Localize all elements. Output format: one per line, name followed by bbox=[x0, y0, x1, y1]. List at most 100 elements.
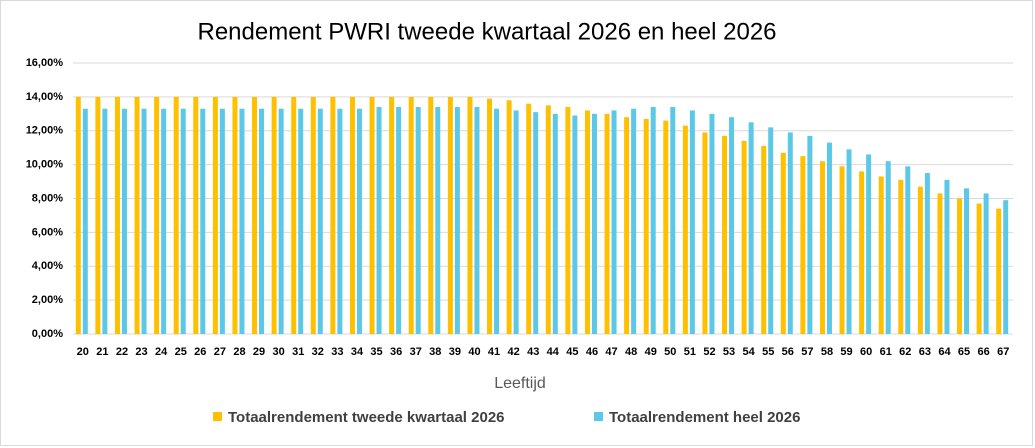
x-tick-label: 65 bbox=[958, 346, 970, 358]
bar bbox=[82, 108, 88, 334]
bar bbox=[663, 120, 669, 335]
bar bbox=[114, 96, 120, 334]
x-tick-label: 62 bbox=[899, 346, 911, 358]
y-tick-label: 4,00% bbox=[32, 260, 63, 272]
bar bbox=[494, 108, 500, 334]
bar bbox=[748, 122, 754, 334]
x-tick-label: 30 bbox=[273, 346, 285, 358]
bar bbox=[917, 186, 923, 334]
bar bbox=[983, 193, 989, 334]
bar bbox=[826, 142, 832, 334]
bar bbox=[161, 108, 167, 334]
bar bbox=[415, 107, 421, 334]
bar bbox=[389, 96, 395, 334]
x-tick-label: 32 bbox=[312, 346, 324, 358]
bar bbox=[533, 112, 539, 335]
bar bbox=[787, 132, 793, 334]
x-tick-label: 27 bbox=[214, 346, 226, 358]
x-tick-label: 60 bbox=[860, 346, 872, 358]
bar bbox=[154, 96, 160, 334]
bar bbox=[239, 108, 245, 334]
bar bbox=[121, 108, 127, 334]
x-tick-label: 43 bbox=[527, 346, 539, 358]
x-tick-label: 64 bbox=[938, 346, 951, 358]
bar bbox=[259, 108, 265, 334]
legend-swatch bbox=[213, 412, 222, 421]
bar bbox=[643, 118, 649, 334]
x-tick-label: 23 bbox=[135, 346, 147, 358]
bar bbox=[624, 117, 630, 334]
bar bbox=[729, 117, 735, 334]
bar bbox=[545, 105, 551, 334]
x-tick-label: 49 bbox=[645, 346, 657, 358]
y-tick-label: 10,00% bbox=[26, 159, 64, 171]
x-tick-label: 50 bbox=[664, 346, 676, 358]
y-tick-label: 14,00% bbox=[26, 91, 64, 103]
bar bbox=[859, 171, 865, 334]
bar bbox=[957, 198, 963, 334]
x-tick-label: 38 bbox=[429, 346, 441, 358]
y-tick-label: 2,00% bbox=[32, 294, 63, 306]
x-tick-label: 67 bbox=[997, 346, 1009, 358]
x-tick-label: 35 bbox=[370, 346, 382, 358]
bar bbox=[722, 135, 728, 334]
legend-label: Totaalrendement tweede kwartaal 2026 bbox=[228, 409, 505, 426]
bar bbox=[584, 110, 590, 334]
x-tick-label: 21 bbox=[96, 346, 108, 358]
bar bbox=[996, 208, 1002, 334]
bar bbox=[591, 113, 597, 334]
y-tick-label: 0,00% bbox=[32, 328, 63, 340]
x-tick-label: 34 bbox=[351, 346, 364, 358]
bar bbox=[513, 110, 519, 334]
bar bbox=[898, 179, 904, 334]
x-tick-label: 61 bbox=[880, 346, 892, 358]
x-tick-label: 29 bbox=[253, 346, 265, 358]
bar bbox=[447, 96, 453, 334]
x-tick-label: 54 bbox=[743, 346, 756, 358]
bar bbox=[212, 96, 218, 334]
bar bbox=[408, 96, 414, 334]
x-tick-label: 48 bbox=[625, 346, 637, 358]
bar bbox=[467, 96, 473, 334]
bar bbox=[369, 96, 375, 334]
bar bbox=[800, 156, 806, 334]
x-tick-label: 66 bbox=[978, 346, 990, 358]
bar bbox=[631, 108, 637, 334]
bar bbox=[682, 125, 688, 334]
bar bbox=[819, 161, 825, 334]
bar bbox=[141, 108, 147, 334]
bar bbox=[905, 166, 911, 334]
bar bbox=[565, 107, 571, 334]
x-tick-label: 45 bbox=[566, 346, 578, 358]
bar bbox=[454, 107, 460, 334]
x-tick-label: 44 bbox=[547, 346, 560, 358]
x-tick-label: 24 bbox=[155, 346, 168, 358]
bar bbox=[310, 96, 316, 334]
x-axis-title: Leeftijd bbox=[494, 375, 546, 392]
bar bbox=[193, 96, 199, 334]
bar bbox=[709, 113, 715, 334]
bar bbox=[937, 193, 943, 334]
bar bbox=[376, 107, 382, 334]
bar bbox=[317, 108, 323, 334]
bar bbox=[761, 145, 767, 334]
bar bbox=[95, 96, 101, 334]
x-tick-label: 31 bbox=[292, 346, 304, 358]
x-tick-label: 41 bbox=[488, 346, 500, 358]
y-tick-label: 8,00% bbox=[32, 192, 63, 204]
bar bbox=[356, 108, 362, 334]
bar bbox=[878, 176, 884, 334]
bar bbox=[604, 113, 610, 334]
bar bbox=[396, 107, 402, 334]
bar bbox=[846, 149, 852, 334]
bar bbox=[428, 96, 434, 334]
x-tick-label: 39 bbox=[449, 346, 461, 358]
bar bbox=[702, 132, 708, 334]
bar bbox=[944, 179, 950, 334]
bar bbox=[75, 96, 81, 334]
bar bbox=[180, 108, 186, 334]
legend-label: Totaalrendement heel 2026 bbox=[609, 409, 800, 426]
x-tick-label: 22 bbox=[116, 346, 128, 358]
bar bbox=[768, 127, 774, 334]
